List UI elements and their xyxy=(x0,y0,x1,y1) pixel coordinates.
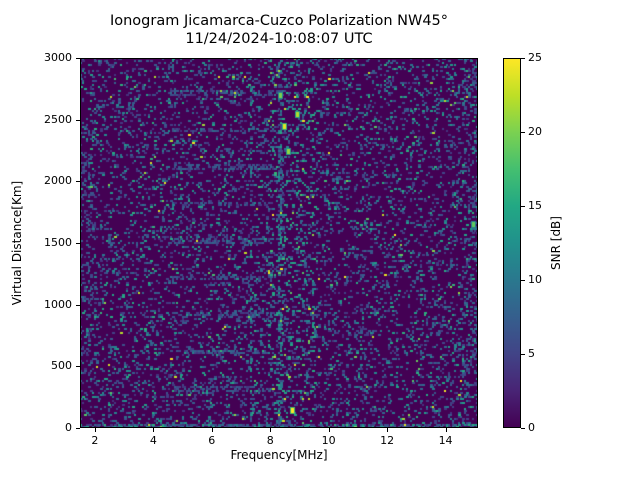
tick-label: 2500 xyxy=(44,112,72,126)
tick-label: 2 xyxy=(91,434,99,447)
tick-mark xyxy=(445,428,447,432)
tick-label: 20 xyxy=(528,125,542,138)
tick-label: 15 xyxy=(528,199,542,212)
tick-mark xyxy=(521,354,525,355)
tick-label: 0 xyxy=(65,421,72,434)
tick-mark xyxy=(521,132,525,133)
x-axis-label: Frequency[MHz] xyxy=(230,448,328,462)
tick-mark xyxy=(76,366,80,368)
tick-mark xyxy=(521,428,525,429)
chart-title-block: Ionogram Jicamarca-Cuzco Polarization NW… xyxy=(80,12,478,48)
tick-label: 25 xyxy=(528,51,542,64)
tick-label: 3000 xyxy=(44,51,72,64)
tick-mark xyxy=(76,304,80,306)
chart-title: Ionogram Jicamarca-Cuzco Polarization NW… xyxy=(109,13,449,29)
colorbar xyxy=(503,58,521,428)
tick-mark xyxy=(153,428,155,432)
ionogram-heatmap-canvas xyxy=(80,58,478,428)
chart-subtitle: 11/24/2024-10:08:07 UTC xyxy=(185,31,373,47)
tick-mark xyxy=(211,428,213,432)
tick-mark xyxy=(76,119,80,121)
tick-mark xyxy=(521,206,525,207)
tick-label: 500 xyxy=(51,359,72,373)
tick-mark xyxy=(521,58,525,59)
tick-mark xyxy=(387,428,389,432)
y-axis-label: Virtual Distance[Km] xyxy=(10,180,24,306)
tick-label: 1500 xyxy=(44,236,72,249)
tick-label: 10 xyxy=(321,434,336,447)
tick-mark xyxy=(76,428,80,429)
tick-label: 6 xyxy=(208,434,216,447)
colorbar-label: SNR [dB] xyxy=(549,216,563,270)
tick-label: 0 xyxy=(528,421,535,434)
tick-mark xyxy=(521,280,525,281)
tick-mark xyxy=(94,428,96,432)
tick-label: 5 xyxy=(528,347,535,360)
tick-mark xyxy=(76,58,80,59)
tick-label: 10 xyxy=(528,273,542,286)
tick-label: 12 xyxy=(380,434,395,447)
tick-mark xyxy=(328,428,330,432)
tick-label: 14 xyxy=(438,434,453,447)
heatmap-plot-area xyxy=(80,58,478,428)
tick-label: 2000 xyxy=(44,174,72,188)
tick-label: 8 xyxy=(266,434,274,447)
tick-label: 1000 xyxy=(44,297,72,311)
tick-mark xyxy=(76,243,80,244)
tick-mark xyxy=(76,181,80,183)
tick-label: 4 xyxy=(149,434,157,447)
tick-mark xyxy=(270,428,272,432)
